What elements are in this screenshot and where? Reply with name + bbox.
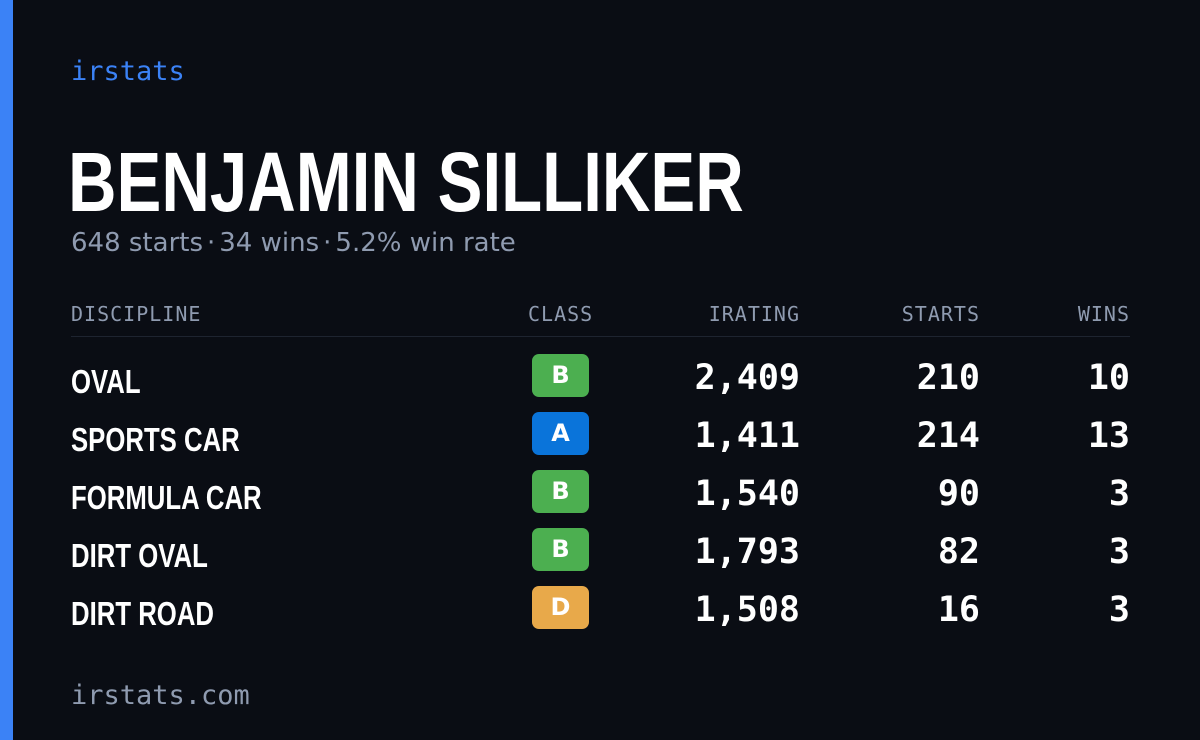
- summary-separator: ·: [323, 228, 332, 258]
- header-class: CLASS: [528, 302, 594, 326]
- row-wins: 3: [1108, 532, 1130, 572]
- class-badge: D: [532, 586, 589, 629]
- header-irating: IRATING: [708, 302, 800, 326]
- table-row: FORMULA CAR B 1,540 90 3: [0, 470, 1200, 528]
- summary-win-rate: 5.2% win rate: [335, 228, 516, 258]
- class-badge: B: [532, 470, 589, 513]
- row-irating: 2,409: [694, 358, 800, 398]
- driver-name: BENJAMIN SILLIKER: [68, 135, 744, 229]
- row-wins: 3: [1108, 590, 1130, 630]
- summary-starts: 648 starts: [71, 228, 203, 258]
- summary-wins: 34 wins: [219, 228, 320, 258]
- class-badge: B: [532, 354, 589, 397]
- accent-bar: [0, 0, 13, 740]
- driver-summary: 648 starts · 34 wins · 5.2% win rate: [71, 228, 516, 258]
- row-discipline: DIRT ROAD: [71, 595, 214, 632]
- row-starts: 16: [937, 590, 980, 630]
- row-irating: 1,508: [694, 590, 800, 630]
- row-wins: 3: [1108, 474, 1130, 514]
- row-discipline: FORMULA CAR: [71, 479, 262, 516]
- header-starts: STARTS: [901, 302, 980, 326]
- class-badge: B: [532, 528, 589, 571]
- header-discipline: DISCIPLINE: [71, 302, 202, 326]
- row-irating: 1,793: [694, 532, 800, 572]
- class-badge: A: [532, 412, 589, 455]
- summary-separator: ·: [207, 228, 216, 258]
- row-discipline: DIRT OVAL: [71, 537, 208, 574]
- table-row: OVAL B 2,409 210 10: [0, 354, 1200, 412]
- row-starts: 214: [916, 416, 980, 456]
- header-wins: WINS: [1077, 302, 1130, 326]
- table-row: SPORTS CAR A 1,411 214 13: [0, 412, 1200, 470]
- table-row: DIRT ROAD D 1,508 16 3: [0, 586, 1200, 644]
- row-wins: 13: [1087, 416, 1130, 456]
- row-irating: 1,540: [694, 474, 800, 514]
- footer-url[interactable]: irstats.com: [71, 680, 250, 711]
- row-starts: 90: [937, 474, 980, 514]
- table-row: DIRT OVAL B 1,793 82 3: [0, 528, 1200, 586]
- row-discipline: SPORTS CAR: [71, 421, 240, 458]
- row-starts: 82: [937, 532, 980, 572]
- row-discipline: OVAL: [71, 363, 141, 400]
- row-starts: 210: [916, 358, 980, 398]
- brand-logo-text[interactable]: irstats: [71, 56, 185, 87]
- header-divider: [71, 336, 1130, 337]
- row-irating: 1,411: [694, 416, 800, 456]
- row-wins: 10: [1087, 358, 1130, 398]
